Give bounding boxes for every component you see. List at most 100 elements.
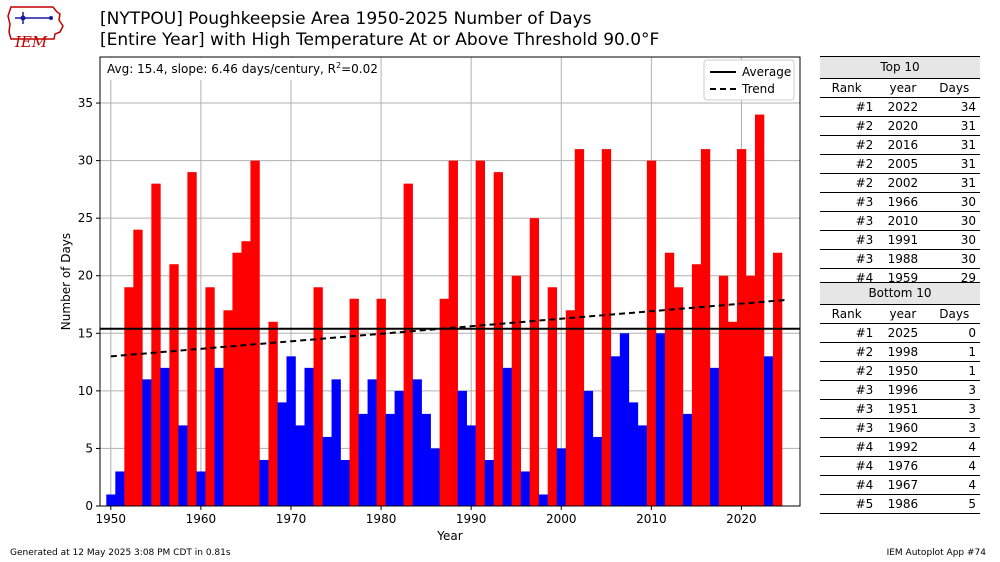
bar — [304, 367, 314, 506]
y-axis-label: Number of Days — [59, 233, 73, 330]
bar — [529, 218, 540, 506]
bottom10-cell-year: 1976 — [887, 459, 919, 473]
top10-cell-rank: #1 — [855, 100, 874, 114]
y-tick-label: 20 — [78, 269, 93, 283]
bar — [520, 471, 531, 506]
bar — [727, 321, 738, 506]
y-tick-label: 10 — [78, 384, 93, 398]
bottom10-cell-year: 1998 — [887, 345, 919, 359]
bottom10-cell-days: 3 — [968, 383, 976, 397]
bottom10-col-rank: Rank — [831, 307, 862, 321]
bar — [511, 275, 522, 506]
iem-logo: IEM — [5, 4, 67, 51]
bottom10-cell-year: 1992 — [887, 440, 919, 454]
bar — [205, 287, 215, 506]
bar — [133, 229, 143, 506]
bottom10-cell-rank: #4 — [855, 478, 874, 492]
bottom10-row: #2 1998 1 — [820, 343, 980, 362]
bar — [646, 160, 657, 506]
bottom10-cell-rank: #3 — [855, 402, 874, 416]
bottom10-col-year: year — [889, 307, 917, 321]
bottom10-cell-days: 5 — [968, 497, 976, 511]
bar — [484, 459, 494, 506]
bar — [691, 264, 702, 506]
top10-cell-year: 2010 — [887, 214, 919, 228]
bar — [637, 425, 648, 506]
bar — [142, 379, 152, 506]
bottom10-header-row: Rank year Days — [820, 305, 980, 324]
bottom10-cell-days: 0 — [968, 326, 976, 340]
y-tick-label: 5 — [85, 441, 93, 455]
y-tick-label: 35 — [78, 96, 93, 110]
x-tick-label: 2010 — [636, 512, 667, 526]
plot-frame — [99, 56, 801, 507]
bar — [394, 390, 404, 506]
bar — [187, 172, 197, 506]
bottom10-cell-year: 1960 — [887, 421, 919, 435]
legend-trend-label: Trend — [741, 82, 775, 96]
svg-text:IEM: IEM — [14, 33, 48, 50]
top10-cell-rank: #3 — [855, 233, 874, 247]
bar — [709, 367, 720, 506]
bar — [241, 241, 251, 506]
top10-cell-year: 1988 — [887, 252, 919, 266]
top10-cell-rank: #2 — [855, 176, 874, 190]
top10-table: Top 10 Rank year Days #1 2022 34 #2 2020 31 #2… — [820, 56, 980, 288]
bar — [754, 114, 765, 507]
bar — [700, 149, 711, 506]
bar — [538, 494, 549, 506]
bar — [619, 333, 630, 506]
top10-cell-rank: #2 — [855, 138, 874, 152]
bar — [556, 448, 567, 506]
stats-annotation: Avg: 15.4, slope: 6.46 days/century, R2=… — [107, 61, 378, 76]
title-line-1: [NYTPOU] Poughkeepsie Area 1950-2025 Num… — [100, 9, 592, 29]
bar — [196, 471, 206, 506]
bottom10-cell-rank: #2 — [855, 364, 874, 378]
top10-cell-year: 2005 — [887, 157, 919, 171]
bar — [430, 448, 440, 506]
bottom10-row: #3 1996 3 — [820, 381, 980, 400]
x-tick-label: 1970 — [276, 512, 307, 526]
bottom10-row: #3 1951 3 — [820, 400, 980, 419]
top10-row: #2 2016 31 — [820, 136, 980, 155]
bottom10-cell-year: 1967 — [887, 478, 919, 492]
bar — [232, 252, 242, 506]
top10-cell-days: 30 — [960, 233, 976, 247]
legend-average-label: Average — [742, 65, 791, 79]
y-tick-label: 15 — [78, 326, 93, 340]
bottom10-cell-days: 4 — [968, 478, 976, 492]
bar — [673, 287, 684, 506]
bar — [403, 183, 413, 506]
bottom10-cell-rank: #4 — [855, 459, 874, 473]
top10-cell-year: 2022 — [887, 100, 919, 114]
bottom10-cell-rank: #3 — [855, 421, 874, 435]
bar — [223, 310, 233, 506]
bar — [259, 459, 269, 506]
bar — [151, 183, 161, 506]
top10-cell-rank: #3 — [855, 252, 874, 266]
bottom10-row: #1 2025 0 — [820, 324, 980, 343]
bar-chart: 1950 1960 1970 1980 1990 2000 2010 2020 0 5 10 15 20… — [59, 56, 801, 543]
bar — [322, 436, 332, 506]
bar — [574, 149, 585, 506]
legend-box — [703, 59, 795, 101]
bar — [736, 149, 747, 506]
bar — [178, 425, 188, 506]
top10-row: #2 2020 31 — [820, 117, 980, 136]
bottom10-cell-rank: #2 — [855, 345, 874, 359]
top10-cell-days: 31 — [960, 157, 976, 171]
bottom10-table: Bottom 10 Rank year Days #1 2025 0 #2 1998 1 #… — [820, 282, 980, 514]
bar — [763, 356, 774, 506]
y-tick-label: 30 — [78, 154, 93, 168]
x-tick-label: 2000 — [546, 512, 577, 526]
top10-cell-days: 34 — [960, 100, 976, 114]
top10-cell-days: 31 — [960, 176, 976, 190]
bar — [655, 333, 666, 506]
bar — [583, 390, 594, 506]
bar — [349, 298, 359, 506]
bottom10-cell-rank: #1 — [855, 326, 874, 340]
top10-row: #1 2022 34 — [820, 98, 980, 117]
bar — [493, 172, 504, 506]
bar — [124, 287, 134, 506]
bottom10-cell-days: 1 — [968, 364, 976, 378]
